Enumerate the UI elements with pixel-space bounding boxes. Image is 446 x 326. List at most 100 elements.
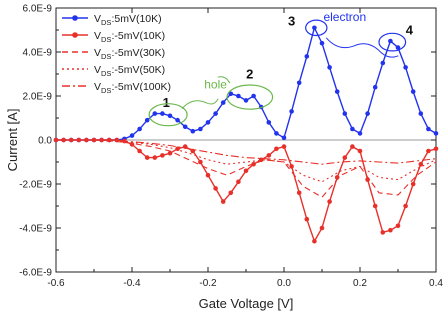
data-point xyxy=(350,126,355,132)
legend-label-suffix: :-5mV(50K) xyxy=(111,64,165,76)
data-point xyxy=(129,133,135,138)
y-tick-label: -6.0E-9 xyxy=(19,268,52,279)
data-point xyxy=(236,179,241,185)
data-point xyxy=(433,131,439,136)
data-point xyxy=(281,144,287,149)
data-point xyxy=(327,65,332,70)
data-point xyxy=(220,199,226,204)
annotations: 1 2 3 4 hole electron xyxy=(148,10,414,127)
data-point xyxy=(167,113,173,119)
legend-label-suffix: :-5mV(100K) xyxy=(111,81,171,93)
data-point xyxy=(395,45,401,50)
y-axis-title: Current [A] xyxy=(5,109,20,172)
data-point xyxy=(380,230,386,235)
x-tick-label: -0.2 xyxy=(199,278,217,289)
ticks: -0.6 -0.4 -0.2 0.0 0.2 0.4 6.0E-9 4.0E-9 2.0E-9 0… xyxy=(19,4,443,290)
data-point xyxy=(152,155,158,160)
series-5 xyxy=(56,139,437,165)
data-point xyxy=(167,150,173,156)
legend-label-subscript: DS xyxy=(101,35,111,44)
legend-label-prefix: V xyxy=(94,13,101,25)
legend-label: VDS:5mV(10K) xyxy=(94,13,162,27)
data-point xyxy=(342,155,348,160)
legend-label: VDS:-5mV(50K) xyxy=(94,64,165,78)
data-point xyxy=(160,111,165,116)
data-point xyxy=(342,111,348,116)
data-point xyxy=(228,190,234,196)
hole-connector xyxy=(181,98,219,110)
data-point xyxy=(182,124,188,130)
data-point xyxy=(365,111,370,116)
legend-item-2: VDS:-5mV(10K) xyxy=(62,30,165,44)
x-axis-title: Gate Voltage [V] xyxy=(199,296,294,311)
y-tick-label: 4.0E-9 xyxy=(23,48,53,59)
hole-ellipse xyxy=(226,84,274,110)
data-point xyxy=(243,168,249,174)
data-point xyxy=(395,223,401,229)
y-tick-label: -2.0E-9 xyxy=(19,180,52,191)
data-point xyxy=(410,89,416,94)
x-tick-label: -0.4 xyxy=(123,278,141,289)
x-tick-label: 0.2 xyxy=(353,278,367,289)
data-point xyxy=(266,153,272,158)
data-point xyxy=(198,126,203,132)
data-point xyxy=(418,161,424,167)
data-point xyxy=(220,100,226,105)
data-point xyxy=(236,93,241,99)
data-point xyxy=(205,172,211,178)
data-point xyxy=(243,98,249,103)
legend-label-subscript: DS xyxy=(101,52,111,61)
peak-label: 2 xyxy=(246,66,253,81)
electron-ellipse xyxy=(305,19,328,37)
data-point xyxy=(190,148,196,154)
legend-label: VDS:-5mV(30K) xyxy=(94,47,165,61)
data-point xyxy=(213,111,218,116)
data-point xyxy=(319,225,325,231)
legend-label-suffix: :-5mV(10K) xyxy=(111,30,165,42)
legend-label: VDS:-5mV(100K) xyxy=(94,81,171,95)
data-point xyxy=(380,60,386,66)
y-tick-label: -4.0E-9 xyxy=(19,224,52,235)
data-point xyxy=(403,65,408,70)
data-point xyxy=(137,148,142,154)
data-point xyxy=(426,148,431,154)
data-point xyxy=(137,126,142,132)
electron-label: electron xyxy=(323,10,366,24)
data-point xyxy=(327,199,332,204)
x-tick-label: 0.0 xyxy=(277,278,291,289)
peak-label: 1 xyxy=(163,95,170,110)
x-tick-label: 0.4 xyxy=(429,278,443,289)
peak-label: 4 xyxy=(406,22,414,37)
data-point xyxy=(175,117,180,123)
data-point xyxy=(266,120,272,125)
legend-item-3: VDS:-5mV(30K) xyxy=(62,47,165,61)
data-point xyxy=(418,111,424,116)
data-point xyxy=(296,190,302,196)
data-point xyxy=(312,238,317,244)
data-point xyxy=(319,40,325,46)
data-point xyxy=(304,216,310,222)
x-tick-label: -0.6 xyxy=(47,278,65,289)
data-point xyxy=(334,89,340,94)
data-point xyxy=(426,126,431,132)
data-point xyxy=(289,109,294,114)
legend-label-suffix: :-5mV(30K) xyxy=(111,47,165,59)
data-point xyxy=(388,227,393,233)
legend-item-5: VDS:-5mV(100K) xyxy=(62,81,171,95)
data-point xyxy=(274,146,279,152)
y-tick-label: 2.0E-9 xyxy=(23,92,53,103)
hole-ellipse xyxy=(148,103,188,127)
data-point xyxy=(312,25,317,31)
series-line xyxy=(56,139,437,165)
data-point xyxy=(213,186,218,191)
data-point xyxy=(304,54,310,59)
legend-item-4: VDS:-5mV(50K) xyxy=(62,64,165,78)
legend: VDS:5mV(10K)VDS:-5mV(10K)VDS:-5mV(30K)VD… xyxy=(62,13,171,95)
data-point xyxy=(190,128,196,134)
data-point xyxy=(144,117,150,123)
data-point xyxy=(372,203,378,209)
peak-label: 3 xyxy=(288,14,295,29)
legend-label-prefix: V xyxy=(94,81,101,93)
hole-connector xyxy=(217,76,231,84)
